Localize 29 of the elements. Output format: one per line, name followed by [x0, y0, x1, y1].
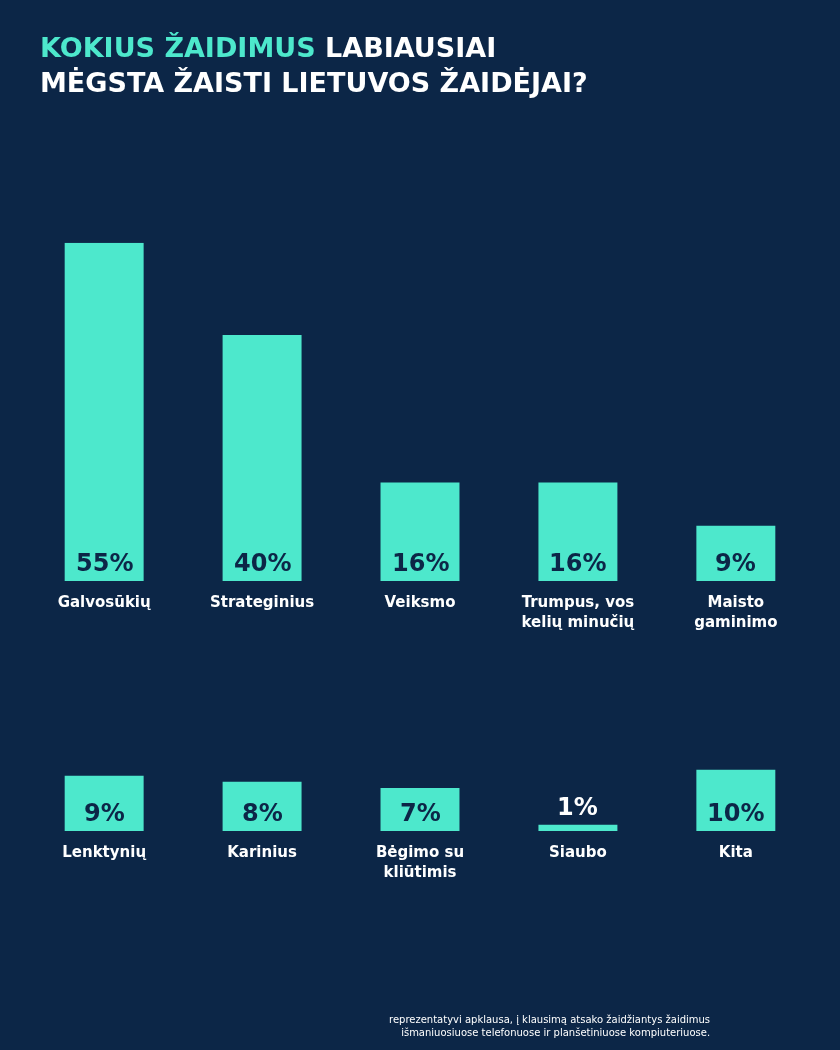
x-tick-label: Lenktynių: [62, 843, 147, 861]
x-tick-label: Bėgimo su kliūtimis: [375, 843, 465, 881]
bar: [538, 482, 618, 581]
data-label: 7%: [400, 799, 441, 827]
x-tick-label: Trumpus, vos kelių minučių: [521, 593, 635, 631]
x-tick-label: Siaubo: [549, 843, 607, 861]
bar: [64, 242, 144, 581]
data-label: 10%: [707, 799, 765, 827]
x-tick-label: Maisto gaminimo: [694, 593, 778, 631]
bar: [64, 775, 144, 831]
x-tick-label: Galvosūkių: [57, 593, 152, 611]
x-tick-label: Strateginius: [210, 593, 315, 611]
data-label: 55%: [76, 549, 134, 577]
bar: [696, 525, 776, 581]
text: reprezentatyvi apklausa, į klausimą atsako žaidžiantys žaidimus išmaniuosiuose telefonuose ir planšetiniuose kompiuteriuose.: [389, 1014, 711, 1038]
x-tick-label: Kita: [718, 843, 753, 861]
chart-title: KOKIUS ŽAIDIMUS LABIAUSIAI MĖGSTA ŽAISTI LIETUVOS ŽAIDĖJAI?: [40, 32, 588, 99]
data-label: 9%: [715, 549, 756, 577]
data-label: 9%: [84, 799, 125, 827]
bar: [222, 335, 302, 581]
bar: [538, 824, 618, 831]
data-label: 40%: [234, 549, 292, 577]
data-label: 8%: [242, 799, 283, 827]
x-tick-label: Karinius: [227, 843, 297, 861]
bar: [380, 482, 460, 581]
data-label: 1%: [557, 793, 598, 821]
x-tick-label: Veiksmo: [384, 593, 456, 611]
data-label: 16%: [392, 549, 450, 577]
data-label: 16%: [549, 549, 607, 577]
